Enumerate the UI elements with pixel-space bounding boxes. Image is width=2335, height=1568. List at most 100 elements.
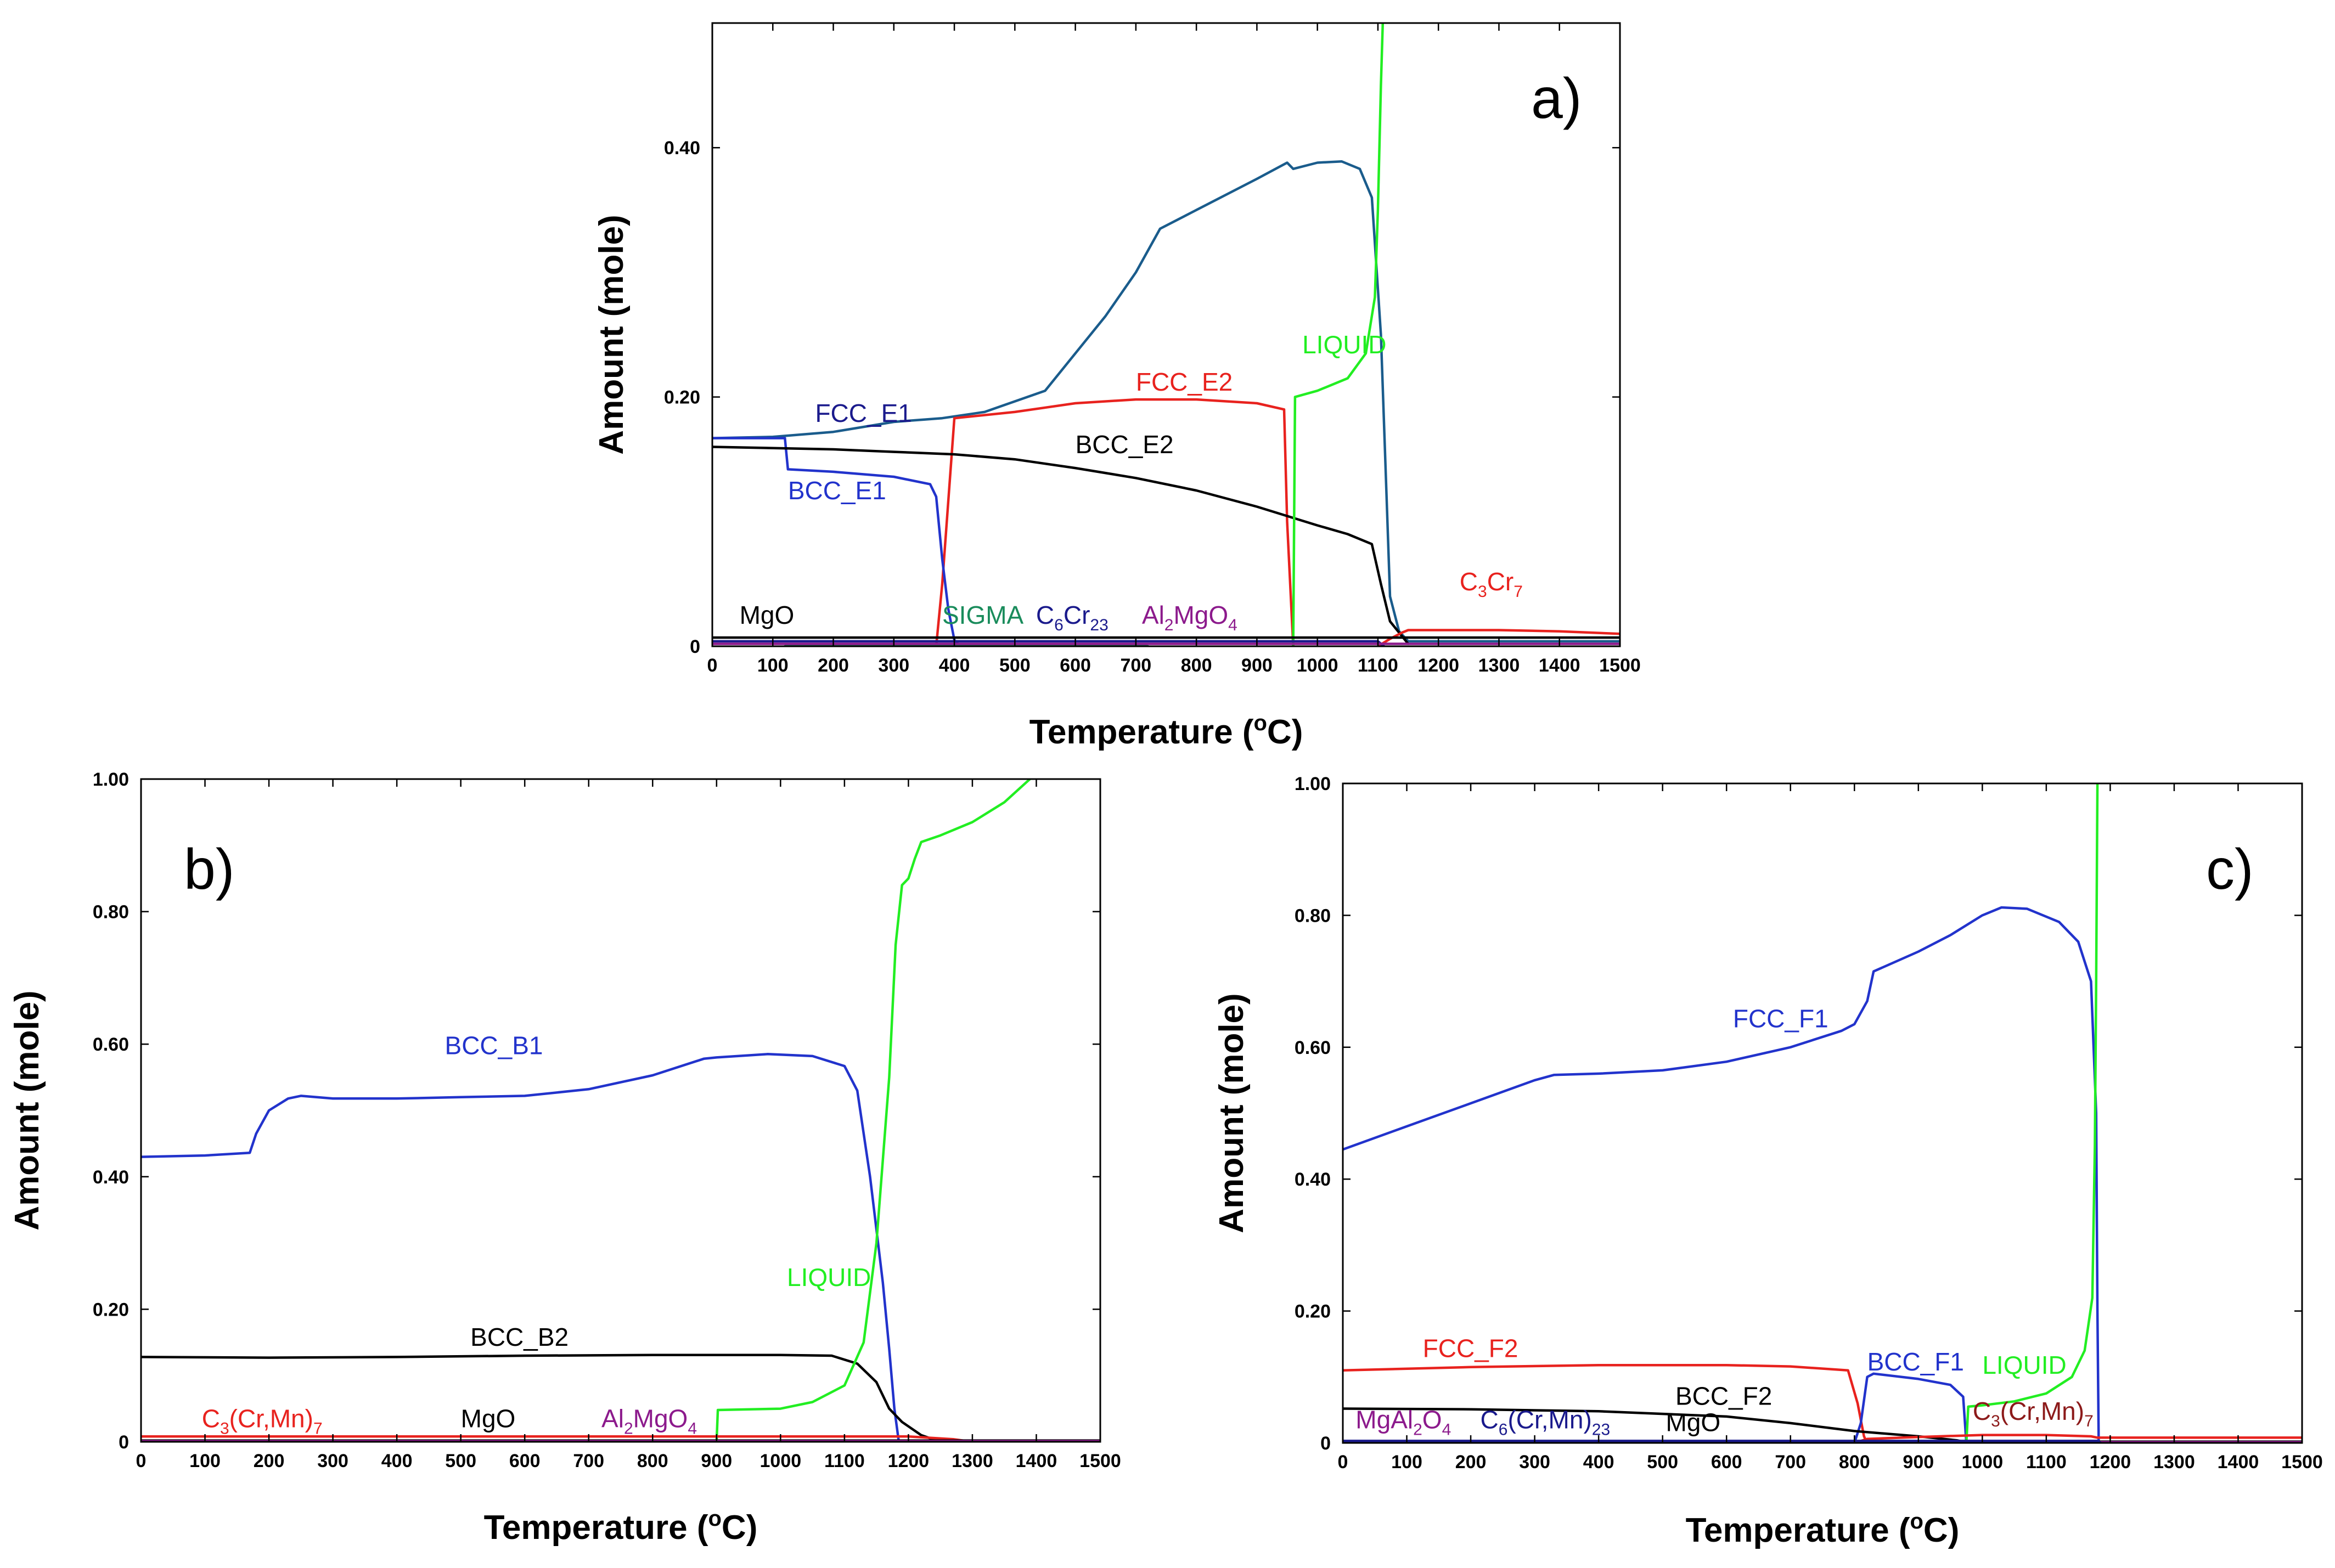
y-tick-label: 1.00 [1295, 774, 1331, 794]
series-label-text-2: MgO [1173, 601, 1228, 629]
series-label-c-mgal2o4: MgAl2O4 [1355, 1406, 1451, 1439]
plot-frame [1342, 782, 2303, 1444]
y-tick-label: 0.80 [93, 902, 129, 923]
series-label-c-bcc-f1: BCC_F1 [1867, 1347, 1964, 1376]
panel-label-a: a) [1531, 67, 1582, 131]
x-tick-label: 600 [1711, 1452, 1742, 1473]
y-tick-label: 0 [1320, 1433, 1331, 1454]
series-line-a-c3cr7 [1376, 629, 1620, 646]
y-tick-label: 0.20 [1295, 1301, 1331, 1322]
series-label-text: Al [1142, 601, 1164, 629]
x-tick-label: 1500 [1599, 655, 1641, 676]
x-tick-label: 1200 [888, 1451, 930, 1471]
x-tick-label: 0 [707, 655, 718, 676]
x-tick-label: 700 [1775, 1452, 1806, 1473]
series-line-a-fcc-e2 [935, 398, 1295, 646]
series-label-subscript: 3 [1478, 583, 1487, 601]
series-label-subscript: 2 [1413, 1421, 1422, 1439]
y-tick-label: 0 [690, 636, 700, 657]
x-tick-label: 200 [818, 655, 849, 676]
x-tick-label: 600 [509, 1451, 541, 1471]
y-axis-title: Amount (mole) [593, 215, 631, 454]
x-tick-label: 100 [189, 1451, 221, 1471]
series-label-subscript-2: 23 [1592, 1421, 1610, 1439]
x-tick-label: 400 [939, 655, 970, 676]
x-tick-label: 600 [1060, 655, 1091, 676]
series-label-c-liquid: LIQUID [1982, 1351, 2066, 1379]
degree-superscript: o [1910, 1509, 1923, 1533]
x-tick-label: 300 [878, 655, 909, 676]
series-label-subscript-2: 4 [688, 1419, 697, 1437]
series-label-b-al2mgo4: Al2MgO4 [601, 1404, 697, 1437]
x-tick-label: 1500 [2281, 1452, 2323, 1473]
series-label-text-2: Cr [1487, 567, 1514, 596]
x-axis-title-unit: C) [722, 1509, 757, 1547]
x-tick-label: 1000 [760, 1451, 802, 1471]
degree-superscript: o [1253, 711, 1267, 735]
series-label-text-2: (Cr,Mn) [2000, 1397, 2084, 1425]
series-label-text: C [1481, 1406, 1499, 1434]
x-tick-label: 1300 [952, 1451, 993, 1471]
series-line-c-bcc-f2 [1343, 1407, 1971, 1443]
series-label-text: C [1460, 567, 1478, 596]
series-label-b-bcc-b1: BCC_B1 [445, 1031, 543, 1059]
series-label-text: C [1036, 601, 1054, 629]
series-label-b-mgo: MgO [461, 1404, 516, 1432]
x-tick-label: 100 [1391, 1452, 1422, 1473]
x-tick-label: 200 [1455, 1452, 1487, 1473]
y-tick-label: 0 [119, 1432, 129, 1453]
x-tick-label: 100 [757, 655, 789, 676]
series-line-c-fcc-f1 [1343, 906, 2100, 1443]
x-tick-label: 0 [136, 1451, 147, 1471]
x-tick-label: 1100 [2026, 1452, 2067, 1473]
y-tick-label: 0.80 [1295, 905, 1331, 926]
series-group [141, 779, 1100, 1442]
series-label-subscript: 3 [220, 1419, 229, 1437]
series-label-text: LIQUID [1982, 1351, 2066, 1379]
plot-frame [711, 22, 1621, 647]
series-label-c-c3-cr-mn-7: C3(Cr,Mn)7 [1973, 1397, 2094, 1430]
series-label-text: BCC_E2 [1076, 430, 1174, 459]
series-line-c-bcc-f1 [1853, 1372, 1968, 1443]
series-label-text: BCC_E1 [788, 476, 886, 505]
series-label-text-2: O [1422, 1406, 1442, 1434]
series-label-text: MgO [740, 601, 795, 629]
series-label-a-liquid: LIQUID [1302, 330, 1386, 359]
x-tick-label: 1400 [1016, 1451, 1057, 1471]
y-tick-label: 0.20 [664, 387, 700, 408]
series-line-b-liquid [715, 779, 1032, 1442]
series-label-text-2: (Cr,Mn) [1507, 1406, 1591, 1434]
x-tick-label: 1200 [1417, 655, 1459, 676]
x-axis-title: Temperature (oC) [1686, 1509, 1960, 1549]
series-label-a-mgo: MgO [740, 601, 795, 629]
y-axis-title: Amount (mole) [1213, 993, 1251, 1233]
series-label-text: FCC_F1 [1733, 1005, 1828, 1033]
x-axis-title: Temperature (oC) [484, 1507, 758, 1547]
x-tick-label: 1200 [2090, 1452, 2131, 1473]
panel-label-c: c) [2206, 838, 2254, 901]
y-axis-title: Amount (mole) [8, 990, 46, 1230]
series-label-c-mgo: MgO [1666, 1408, 1720, 1436]
series-group [712, 23, 1620, 646]
x-tick-label: 0 [1338, 1452, 1348, 1473]
series-label-subscript: 2 [1164, 616, 1174, 634]
series-label-subscript-2: 7 [1513, 583, 1523, 601]
series-label-text: C [202, 1404, 220, 1432]
x-tick-label: 200 [254, 1451, 285, 1471]
x-tick-label: 900 [1903, 1452, 1934, 1473]
series-label-c-fcc-f1: FCC_F1 [1733, 1005, 1828, 1033]
series-label-text: MgO [1666, 1408, 1720, 1436]
x-axis-title-unit: C) [1923, 1511, 1959, 1549]
series-label-text: BCC_F2 [1675, 1381, 1772, 1410]
x-axis-title-text: Temperature ( [1029, 713, 1254, 751]
series-label-a-c3cr7: C3Cr7 [1460, 567, 1523, 601]
series-line-c-liquid [1965, 783, 2099, 1443]
series-label-c-fcc-f2: FCC_F2 [1423, 1334, 1518, 1363]
series-label-text: LIQUID [1302, 330, 1386, 359]
degree-superscript: o [708, 1507, 721, 1531]
x-tick-label: 1300 [2153, 1452, 2195, 1473]
chart-panel-b: 0 100 200 300 400 500 600 700 800 900 1000 1100 1200… [8, 769, 1121, 1547]
x-tick-label: 500 [445, 1451, 476, 1471]
series-line-a-bcc-e1 [712, 437, 962, 646]
